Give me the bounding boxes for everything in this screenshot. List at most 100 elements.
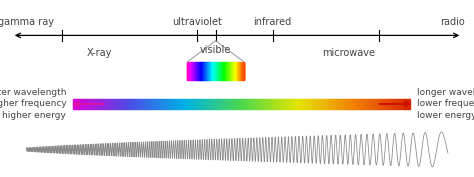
Bar: [109, 99, 110, 109]
Bar: [297, 99, 298, 109]
Bar: [117, 99, 118, 109]
Bar: [133, 99, 134, 109]
Bar: [260, 99, 261, 109]
Bar: [301, 99, 302, 109]
Bar: [352, 99, 353, 109]
Bar: [195, 99, 196, 109]
Text: longer wavelength: longer wavelength: [417, 88, 474, 97]
Bar: [174, 99, 175, 109]
Bar: [171, 99, 172, 109]
Bar: [357, 99, 358, 109]
Bar: [296, 99, 297, 109]
Bar: [192, 99, 193, 109]
Bar: [103, 99, 104, 109]
Bar: [79, 99, 80, 109]
Bar: [374, 99, 375, 109]
Bar: [253, 99, 254, 109]
Bar: [78, 99, 79, 109]
Bar: [134, 99, 135, 109]
Bar: [123, 99, 124, 109]
Bar: [362, 99, 363, 109]
Bar: [376, 99, 377, 109]
Bar: [170, 99, 171, 109]
Bar: [383, 99, 384, 109]
Bar: [269, 99, 270, 109]
Bar: [225, 99, 226, 109]
Bar: [329, 99, 330, 109]
Bar: [344, 99, 345, 109]
Bar: [197, 99, 198, 109]
Bar: [277, 99, 278, 109]
Bar: [125, 99, 126, 109]
Bar: [303, 99, 304, 109]
Text: higher energy: higher energy: [2, 111, 66, 120]
Bar: [143, 99, 144, 109]
Bar: [237, 99, 238, 109]
Bar: [349, 99, 350, 109]
Bar: [206, 99, 207, 109]
Bar: [287, 99, 288, 109]
Bar: [249, 99, 250, 109]
Bar: [398, 99, 399, 109]
Bar: [89, 99, 90, 109]
Bar: [294, 99, 295, 109]
Bar: [235, 99, 236, 109]
Bar: [324, 99, 325, 109]
Bar: [166, 99, 167, 109]
Bar: [313, 99, 314, 109]
Bar: [261, 99, 262, 109]
Bar: [106, 99, 107, 109]
Bar: [391, 99, 392, 109]
Bar: [80, 99, 81, 109]
Bar: [151, 99, 152, 109]
Bar: [295, 99, 296, 109]
Bar: [144, 99, 145, 109]
Bar: [129, 99, 130, 109]
Bar: [136, 99, 137, 109]
Bar: [264, 99, 265, 109]
Bar: [355, 99, 356, 109]
Bar: [184, 99, 185, 109]
Bar: [407, 99, 408, 109]
Bar: [285, 99, 286, 109]
Bar: [146, 99, 147, 109]
Bar: [145, 99, 146, 109]
Bar: [360, 99, 361, 109]
Bar: [90, 99, 91, 109]
Bar: [168, 99, 169, 109]
Bar: [113, 99, 114, 109]
Bar: [232, 99, 233, 109]
Bar: [371, 99, 372, 109]
Bar: [304, 99, 305, 109]
Bar: [389, 99, 390, 109]
Bar: [163, 99, 164, 109]
Bar: [159, 99, 160, 109]
Bar: [190, 99, 191, 109]
Bar: [278, 99, 279, 109]
Bar: [104, 99, 105, 109]
Bar: [141, 99, 142, 109]
Bar: [233, 99, 234, 109]
Bar: [314, 99, 315, 109]
Bar: [342, 99, 343, 109]
Bar: [404, 99, 405, 109]
Bar: [135, 99, 136, 109]
Bar: [388, 99, 389, 109]
Bar: [224, 99, 225, 109]
Bar: [132, 99, 133, 109]
Bar: [240, 99, 241, 109]
Bar: [330, 99, 331, 109]
Bar: [191, 99, 192, 109]
Bar: [137, 99, 138, 109]
Bar: [348, 99, 349, 109]
Bar: [365, 99, 366, 109]
Bar: [251, 99, 252, 109]
Bar: [368, 99, 369, 109]
Bar: [347, 99, 348, 109]
Bar: [276, 99, 277, 109]
Bar: [152, 99, 153, 109]
Bar: [76, 99, 77, 109]
Bar: [334, 99, 335, 109]
Bar: [107, 99, 108, 109]
Bar: [92, 99, 93, 109]
